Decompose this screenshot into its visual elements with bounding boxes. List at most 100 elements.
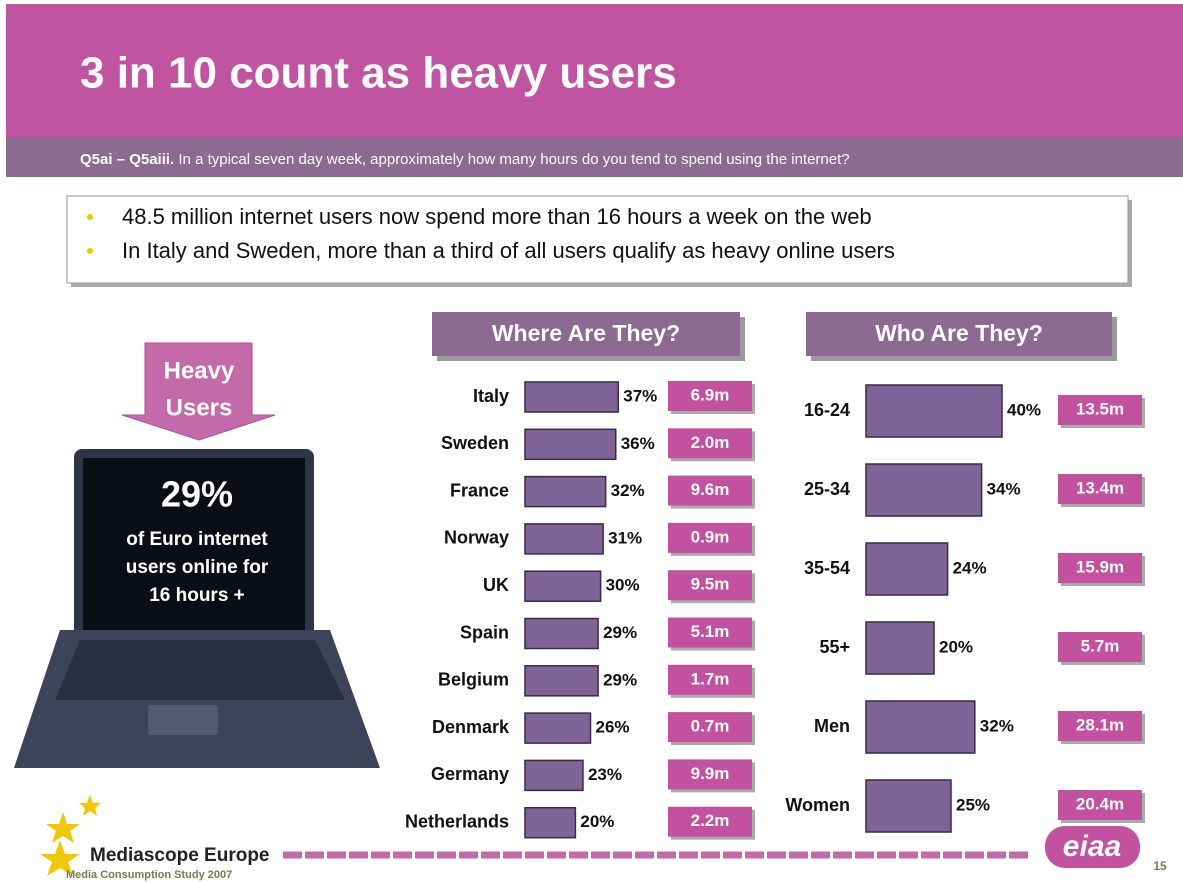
bullet: In Italy and Sweden, more than a third o… [122, 238, 895, 263]
laptop-screen [83, 458, 305, 638]
user-label: 5.7m [1081, 636, 1120, 655]
user-box [668, 759, 752, 790]
value-label: 37% [623, 386, 657, 405]
laptop-text: users online for [126, 557, 269, 578]
category-label: Belgium [438, 670, 509, 690]
bar [524, 665, 599, 697]
brand: Mediascope Europe [90, 845, 270, 866]
question-band [6, 137, 1183, 177]
user-box [1058, 711, 1142, 741]
category-label: 25-34 [804, 479, 850, 499]
category-label: Netherlands [405, 811, 509, 831]
value-label: 29% [603, 670, 637, 689]
value-label: 23% [588, 765, 622, 784]
title-band [6, 4, 1183, 137]
category-label: UK [483, 575, 509, 595]
user-label: 13.5m [1076, 399, 1124, 418]
bullet-box [66, 195, 1129, 284]
user-label: 1.7m [691, 669, 730, 688]
logo: eiaa [1063, 830, 1121, 863]
user-box [668, 475, 752, 506]
user-box [668, 522, 752, 553]
user-box [1058, 395, 1142, 425]
value-label: 34% [987, 479, 1021, 498]
value-label: 40% [1007, 400, 1041, 419]
question: Q5ai – Q5aiii. In a typical seven day we… [80, 151, 850, 168]
value-label: 32% [611, 481, 645, 500]
category-label: Women [785, 795, 850, 815]
bar [524, 806, 577, 839]
bar [865, 542, 949, 596]
laptop [14, 449, 380, 768]
user-box [668, 806, 752, 837]
user-label: 9.5m [691, 575, 730, 594]
study: Media Consumption Study 2007 [66, 869, 232, 881]
laptop-touchpad [148, 705, 218, 735]
laptop-text: 16 hours + [149, 585, 245, 606]
category-label: Italy [473, 386, 509, 406]
user-label: 0.7m [691, 717, 730, 736]
user-label: 20.4m [1076, 794, 1124, 813]
value-label: 20% [939, 637, 973, 656]
category-label: 55+ [819, 637, 850, 657]
value-label: 31% [608, 528, 642, 547]
user-label: 28.1m [1076, 715, 1124, 734]
user-label: 15.9m [1076, 557, 1124, 576]
category-label: 16-24 [804, 400, 850, 420]
bar [865, 384, 1003, 438]
user-box [1058, 790, 1142, 820]
bar [524, 712, 592, 744]
value-label: 20% [580, 812, 614, 831]
category-label: France [450, 480, 509, 500]
bar [524, 617, 599, 650]
user-label: 6.9m [691, 385, 730, 404]
user-label: 2.2m [691, 811, 730, 830]
logo-badge [1045, 826, 1140, 868]
question-code: Q5ai – Q5aiii. [80, 151, 174, 168]
bar [865, 779, 952, 833]
category-label: Spain [460, 622, 509, 642]
category-label: 35-54 [804, 558, 850, 578]
bar [865, 621, 935, 675]
star [40, 840, 80, 876]
category-label: Norway [444, 528, 509, 548]
user-box [668, 712, 752, 743]
bullet-dot [87, 214, 93, 220]
heading-box [806, 312, 1112, 356]
user-box [1058, 553, 1142, 583]
user-box [668, 428, 752, 459]
question-text: In a typical seven day week, approximate… [178, 151, 849, 168]
bar [524, 428, 617, 461]
chart-title: Who Are They? [875, 320, 1043, 346]
charts: Where Are They? Italy 37% 6.9m Sweden 36% 2.0m… [405, 312, 1145, 840]
user-box [1058, 632, 1142, 662]
bar [524, 759, 584, 792]
bar [524, 523, 604, 555]
user-box [668, 570, 752, 601]
callout-text: Heavy [164, 357, 235, 384]
user-label: 13.4m [1076, 478, 1124, 497]
value-label: 30% [606, 576, 640, 595]
chart-title: Where Are They? [492, 320, 680, 346]
star [79, 795, 101, 816]
value-label: 29% [603, 623, 637, 642]
user-box [668, 664, 752, 695]
category-label: Denmark [432, 717, 510, 737]
user-box [668, 381, 752, 411]
slide-title: 3 in 10 count as heavy users [80, 49, 677, 98]
bullet-dot [87, 248, 93, 254]
user-box [1058, 474, 1142, 504]
value-label: 32% [980, 716, 1014, 735]
user-label: 9.6m [691, 480, 730, 499]
bar [524, 570, 602, 602]
value-label: 36% [621, 434, 655, 453]
star [46, 812, 80, 843]
category-label: Men [814, 716, 850, 736]
callout-arrow [121, 342, 276, 441]
user-label: 2.0m [691, 433, 730, 452]
bar [524, 381, 619, 413]
page-number: 15 [1153, 859, 1167, 873]
laptop-keyboard [55, 640, 345, 700]
laptop-headline: 29% [161, 474, 233, 515]
user-label: 9.9m [691, 764, 730, 783]
